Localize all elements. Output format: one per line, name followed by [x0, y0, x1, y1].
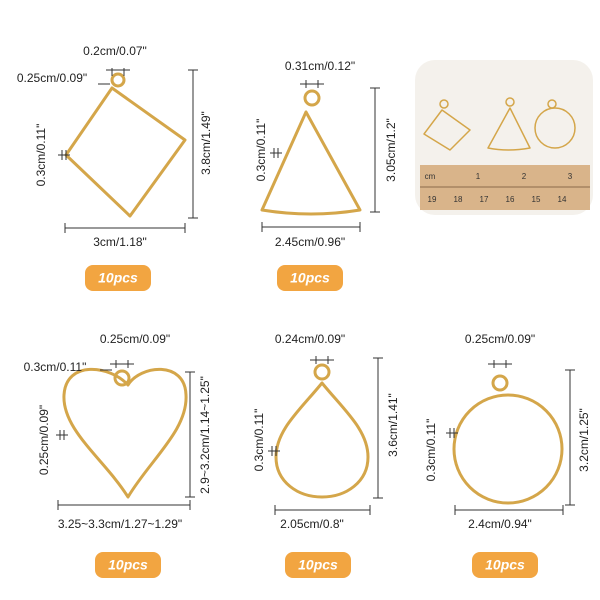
dimension: 3.8cm/1.49" [199, 111, 213, 175]
dimension: 3.05cm/1.2" [384, 118, 398, 182]
badge-text: 10pcs [298, 557, 338, 573]
dimension: 0.25cm/0.09" [465, 332, 535, 346]
ruler-label: 16 [506, 195, 515, 204]
dimension: 0.31cm/0.12" [285, 59, 355, 73]
ruler-label: 14 [558, 195, 567, 204]
dimension: 2.4cm/0.94" [468, 517, 532, 531]
ruler-label: 1 [476, 172, 481, 181]
ruler-label: cm [425, 172, 436, 181]
triangle-frame [260, 80, 380, 232]
badge-text: 10pcs [290, 270, 330, 286]
ruler-label: 17 [480, 195, 489, 204]
badge: 10pcs [472, 552, 538, 578]
dimension: 0.25cm/0.09" [17, 71, 87, 85]
badge-text: 10pcs [108, 557, 148, 573]
dimension: 0.3cm/0.11" [424, 419, 438, 482]
badge-text: 10pcs [98, 270, 138, 286]
dimension: 0.3cm/0.11" [254, 119, 268, 182]
dimension: 0.2cm/0.07" [83, 44, 147, 58]
badge: 10pcs [85, 265, 151, 291]
ruler-label: 2 [522, 172, 527, 181]
dimension: 3.6cm/1.41" [386, 393, 400, 457]
dimension: 3cm/1.18" [93, 235, 147, 249]
heart-frame [56, 360, 195, 510]
ruler-label: 15 [532, 195, 541, 204]
ruler-label: 18 [454, 195, 463, 204]
teardrop-frame [268, 356, 383, 515]
dimension: 0.3cm/0.11" [24, 360, 87, 374]
dimension: 2.05cm/0.8" [280, 517, 344, 531]
dimension: 3.2cm/1.25" [577, 408, 591, 472]
dimension: 2.45cm/0.96" [275, 235, 345, 249]
dimension: 3.25~3.3cm/1.27~1.29" [58, 517, 182, 531]
dimension: 0.24cm/0.09" [275, 332, 345, 346]
dimension: 0.25cm/0.09" [37, 405, 51, 475]
dimension: 2.9~3.2cm/1.14~1.25" [198, 376, 212, 494]
diamond-frame [58, 68, 198, 233]
badge: 10pcs [285, 552, 351, 578]
circle-frame [446, 360, 575, 515]
badge: 10pcs [277, 265, 343, 291]
dimension: 0.3cm/0.11" [252, 409, 266, 472]
badge: 10pcs [95, 552, 161, 578]
ruler-label: 19 [428, 195, 437, 204]
dimension: 0.25cm/0.09" [100, 332, 170, 346]
dimension: 0.3cm/0.11" [34, 124, 48, 187]
ruler-label: 3 [568, 172, 573, 181]
photo [415, 60, 593, 215]
badge-text: 10pcs [485, 557, 525, 573]
